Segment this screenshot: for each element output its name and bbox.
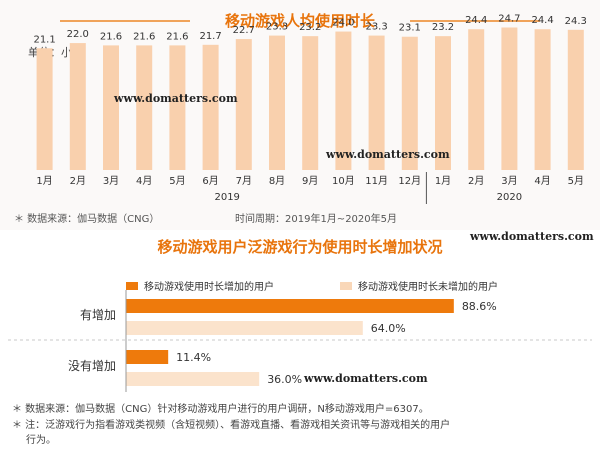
top-chart-title: 移动游戏人均使用时长 xyxy=(224,12,375,30)
month-tick-label: 9月 xyxy=(302,175,318,187)
behavior-increase-panel: 移动游戏用户泛游戏行为使用时长增加状况 移动游戏使用时长增加的用户 移动游戏使用… xyxy=(0,232,600,460)
usage-bar xyxy=(269,35,285,171)
usage-value-label: 23.2 xyxy=(432,22,454,33)
month-tick-label: 4月 xyxy=(136,175,152,187)
usage-value-label: 23.3 xyxy=(266,22,288,33)
increased-bar xyxy=(126,299,454,313)
bottom-source-note: ＊ 数据来源：伽马数据（CNG）针对移动游戏用户进行的用户调研，N移动游戏用户=… xyxy=(12,404,429,415)
watermark-2: www.domatters.com xyxy=(326,148,450,161)
usage-value-label: 23.2 xyxy=(299,22,321,33)
usage-value-label: 22.0 xyxy=(67,29,89,40)
month-tick-label: 1月 xyxy=(36,175,52,187)
bar-value-label: 64.0% xyxy=(371,322,406,335)
usage-bar xyxy=(136,45,153,171)
usage-bar xyxy=(567,29,584,170)
bottom-title-wrap: 移动游戏用户泛游戏行为使用时长增加状况 xyxy=(0,236,600,257)
usage-value-label: 23.3 xyxy=(365,22,387,33)
month-tick-label: 7月 xyxy=(236,175,252,187)
month-tick-label: 5月 xyxy=(568,175,584,187)
usage-value-label: 22.7 xyxy=(233,25,255,36)
legend-item-not-increased: 移动游戏使用时长未增加的用户 xyxy=(340,278,498,293)
month-tick-label: 3月 xyxy=(103,175,119,187)
usage-bar xyxy=(401,36,418,170)
month-tick-label: 8月 xyxy=(269,175,285,187)
top-title-rule-right xyxy=(410,20,540,22)
usage-bar xyxy=(534,29,551,170)
usage-bar xyxy=(103,45,119,171)
bottom-footnote-1: ＊ 注：泛游戏行为指看游戏类视频（含短视频）、看游戏直播、看游戏相关资讯等与游戏… xyxy=(12,420,451,431)
bottom-footnote-2: 行为。 xyxy=(26,435,56,446)
usage-bar xyxy=(235,39,252,171)
top-source-note: ＊ 数据来源：伽马数据（CNG） xyxy=(14,214,160,225)
legend-label-not-increased: 移动游戏使用时长未增加的用户 xyxy=(358,282,498,293)
top-period-note: 时间周期：2019年1月~2020年5月 xyxy=(235,214,398,225)
watermark-3: www.domatters.com xyxy=(470,230,594,243)
usage-bar xyxy=(368,35,385,171)
usage-value-label: 21.6 xyxy=(133,31,155,42)
legend-swatch-not-increased xyxy=(340,281,352,290)
usage-bar xyxy=(435,36,451,171)
top-title-wrap: 移动游戏人均使用时长 xyxy=(0,10,600,31)
usage-value-label: 24.3 xyxy=(565,16,587,27)
usage-value-label: 21.1 xyxy=(33,34,55,45)
not-increased-bar xyxy=(126,321,363,335)
month-tick-label: 1月 xyxy=(435,175,451,187)
usage-value-label: 24.4 xyxy=(465,15,487,26)
legend-label-increased: 移动游戏使用时长增加的用户 xyxy=(144,282,274,293)
category-label: 没有增加 xyxy=(68,358,116,373)
usage-value-label: 23.1 xyxy=(399,23,421,34)
usage-bar xyxy=(69,43,86,171)
month-tick-label: 5月 xyxy=(169,175,185,187)
usage-value-label: 24.0 xyxy=(332,18,354,29)
monthly-usage-panel: 移动游戏人均使用时长 单位：小时 ＊ 数据来源：伽马数据（CNG） 时间周期：2… xyxy=(0,10,600,225)
usage-bar xyxy=(36,48,53,171)
usage-bar xyxy=(501,27,518,170)
month-tick-label: 2月 xyxy=(70,175,86,187)
increased-bar xyxy=(126,350,169,364)
usage-bar xyxy=(302,36,319,171)
usage-bar xyxy=(335,31,352,170)
bar-value-label: 11.4% xyxy=(176,351,211,364)
usage-bar xyxy=(202,44,219,170)
usage-value-label: 21.6 xyxy=(166,31,188,42)
usage-value-label: 21.7 xyxy=(199,31,221,42)
legend-swatch-increased xyxy=(126,281,138,290)
usage-bar xyxy=(468,29,485,170)
month-tick-label: 4月 xyxy=(534,175,550,187)
year-label: 2019 xyxy=(214,192,239,203)
month-tick-label: 3月 xyxy=(501,175,517,187)
not-increased-bar xyxy=(126,372,260,386)
month-tick-label: 12月 xyxy=(398,175,421,187)
watermark-4: www.domatters.com xyxy=(304,372,428,385)
bar-value-label: 36.0% xyxy=(267,373,302,386)
month-tick-label: 2月 xyxy=(468,175,484,187)
top-title-rule-left xyxy=(60,20,190,22)
month-tick-label: 6月 xyxy=(202,175,218,187)
usage-value-label: 24.4 xyxy=(531,15,553,26)
year-label: 2020 xyxy=(497,192,522,203)
category-label: 有增加 xyxy=(80,308,116,322)
bottom-chart-title: 移动游戏用户泛游戏行为使用时长增加状况 xyxy=(157,238,443,256)
usage-bar xyxy=(169,45,186,171)
legend-item-increased: 移动游戏使用时长增加的用户 xyxy=(126,278,274,293)
usage-value-label: 24.7 xyxy=(498,14,520,25)
watermark-1: www.domatters.com xyxy=(114,92,238,105)
bar-value-label: 88.6% xyxy=(462,300,497,313)
usage-value-label: 21.6 xyxy=(100,31,122,42)
month-tick-label: 11月 xyxy=(365,175,388,187)
month-tick-label: 10月 xyxy=(332,175,355,187)
